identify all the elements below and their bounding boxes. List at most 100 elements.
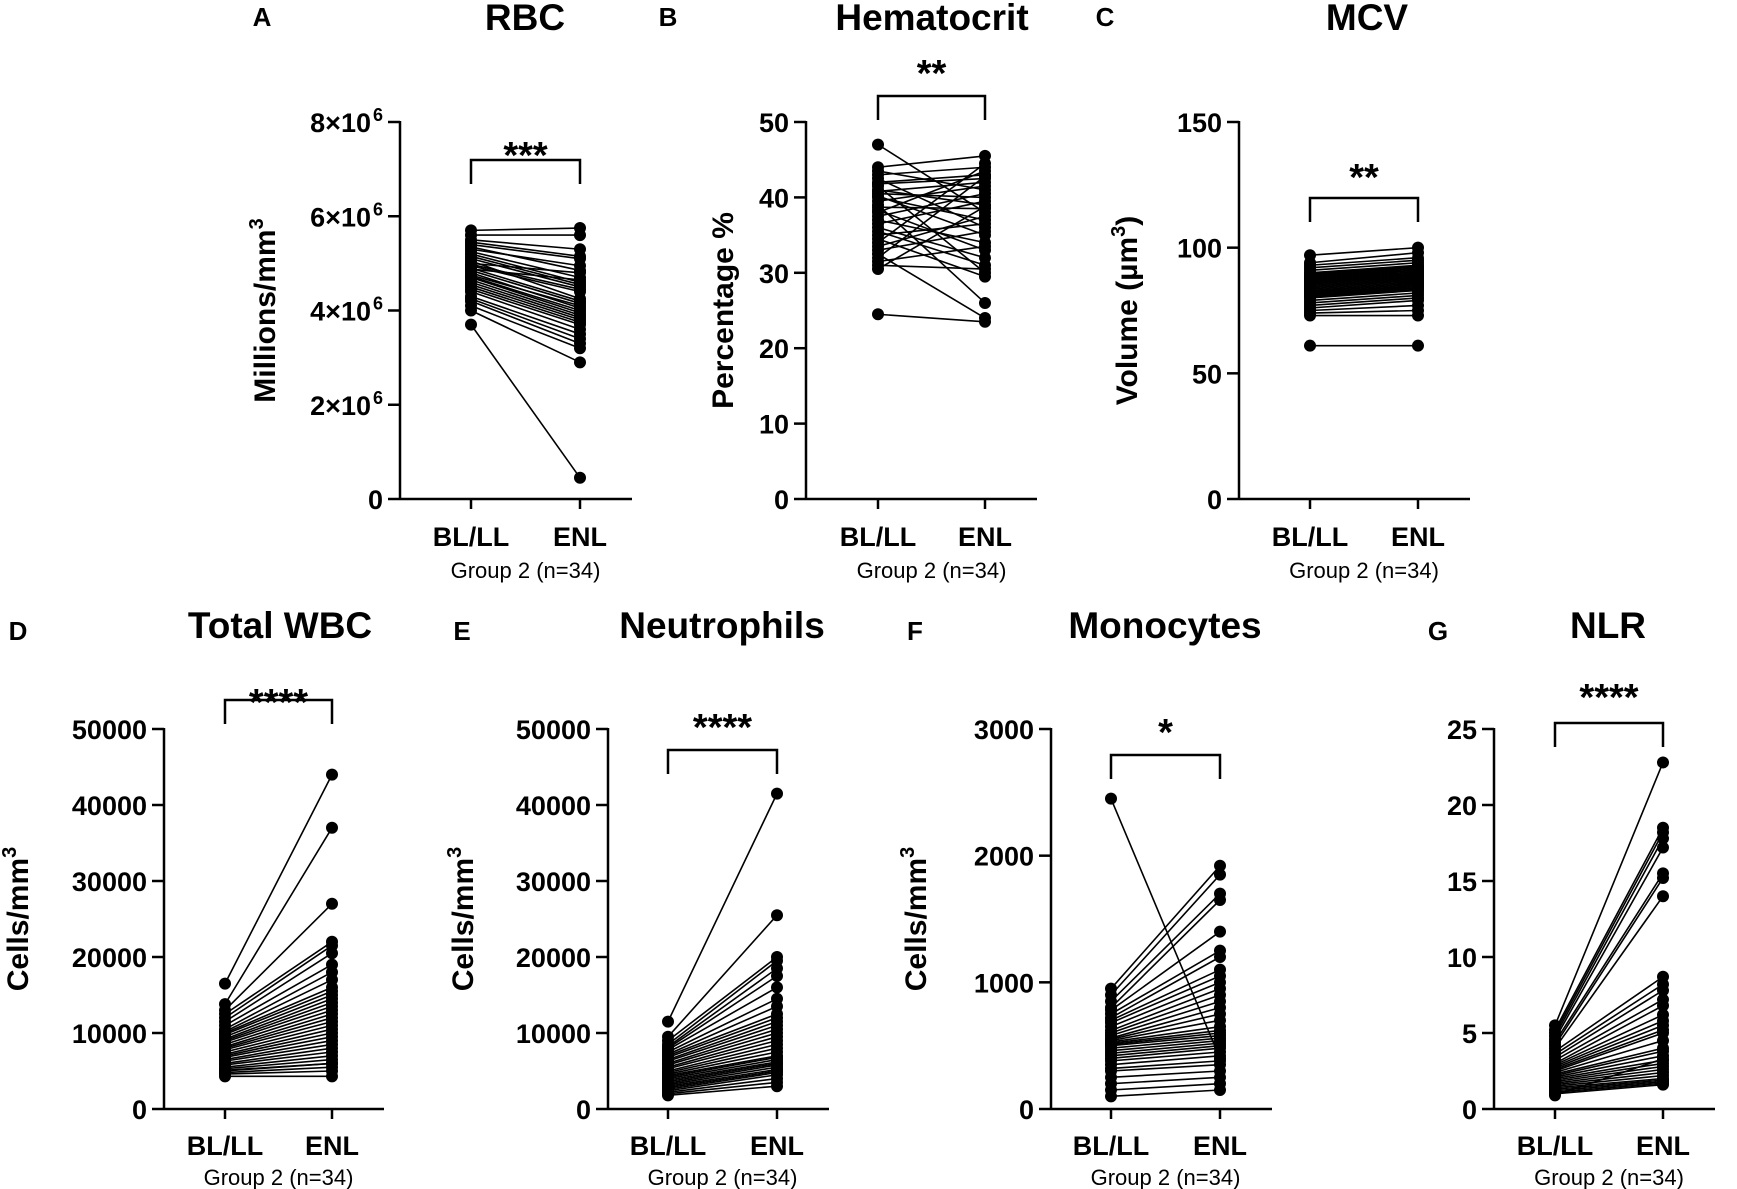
y-tick-base: 10000	[516, 1019, 591, 1049]
y-tick-base: 50000	[72, 715, 147, 745]
paired-line	[667, 975, 778, 1049]
y-tick-base: 40000	[516, 791, 591, 821]
paired-line	[667, 1066, 778, 1086]
paired-line	[470, 241, 581, 258]
y-tick-base: 0	[1019, 1095, 1034, 1125]
significance-bracket	[666, 748, 779, 774]
paired-line	[877, 230, 986, 251]
paired-line	[1110, 1032, 1221, 1046]
paired-line	[224, 1058, 333, 1070]
y-tick-base: 2×10	[310, 391, 371, 421]
paired-line	[667, 1071, 778, 1091]
paired-line	[877, 185, 986, 202]
paired-line	[877, 177, 986, 185]
paired-line	[667, 1056, 778, 1078]
paired-line	[1110, 1047, 1221, 1060]
paired-line	[224, 1062, 333, 1072]
data-point-enl	[1214, 925, 1226, 938]
paired-line	[667, 960, 778, 1046]
data-point-bl-ll	[1304, 339, 1316, 352]
paired-line	[667, 1028, 778, 1065]
paired-line	[1554, 1082, 1664, 1094]
paired-line	[1554, 1062, 1664, 1081]
panel-letter: B	[659, 2, 678, 32]
paired-line	[470, 243, 581, 260]
paired-line	[1110, 949, 1221, 1015]
paired-line	[1309, 269, 1419, 279]
significance-bracket	[1109, 753, 1222, 779]
paired-line	[667, 1061, 778, 1081]
paired-line	[877, 206, 986, 210]
data-point-enl	[1214, 951, 1226, 963]
y-tick-base: 100	[1177, 234, 1222, 264]
paired-line	[470, 267, 581, 302]
significance-stars: ****	[249, 682, 308, 724]
paired-line	[1110, 893, 1221, 1002]
paired-line	[1309, 284, 1419, 294]
paired-line	[877, 189, 986, 206]
category-label: ENL	[1391, 522, 1445, 552]
y-tick-label: 40000	[516, 791, 591, 821]
paired-line	[470, 275, 581, 312]
y-tick-label: 20	[1447, 791, 1477, 821]
paired-line	[1309, 283, 1419, 293]
panel-g: G NLR 0 5 10 15 20 25 BL/LL ENL Group 2 (n=34) ****	[1428, 605, 1715, 1189]
data-point-bl-ll	[465, 318, 477, 331]
paired-line	[1309, 273, 1419, 283]
paired-line	[667, 1043, 778, 1072]
data-point-bl-ll	[662, 1089, 674, 1102]
paired-line	[667, 1024, 778, 1062]
panel-b: B Hematocrit 0 10 20 30 40 50 Percentage % BL/LL E…	[659, 0, 1037, 583]
data-point-enl	[979, 315, 991, 328]
y-axis-label-superscript: 3	[1108, 226, 1130, 237]
paired-line	[224, 774, 333, 984]
y-tick-base: 0	[1207, 485, 1222, 515]
data-point-enl	[326, 947, 338, 960]
y-tick-label: 30	[759, 259, 789, 289]
paired-line	[470, 324, 581, 479]
paired-line	[470, 268, 581, 281]
y-tick-label: 0	[1207, 485, 1222, 515]
y-tick-label: 50	[759, 108, 789, 138]
paired-line	[224, 944, 333, 1019]
paired-line	[1309, 266, 1419, 277]
y-tick-label: 30000	[72, 867, 147, 897]
paired-line	[1554, 847, 1664, 1040]
paired-line	[1554, 1014, 1664, 1066]
paired-line	[470, 246, 581, 272]
paired-line	[1554, 1055, 1664, 1078]
paired-line	[1110, 1034, 1221, 1047]
paired-line	[667, 1039, 778, 1070]
y-tick-exponent: 6	[373, 199, 383, 219]
data-point-enl	[1657, 841, 1669, 854]
paired-line	[1554, 1024, 1664, 1069]
paired-line	[1309, 285, 1419, 295]
significance-bracket	[876, 94, 987, 120]
paired-line	[877, 166, 986, 176]
paired-line	[224, 1013, 333, 1048]
paired-line	[1110, 975, 1221, 1024]
y-axis-label-superscript: 3	[444, 847, 466, 858]
data-points	[465, 222, 586, 484]
paired-line	[877, 222, 986, 236]
y-tick-label: 10000	[72, 1019, 147, 1049]
paired-line	[224, 986, 333, 1034]
paired-line	[667, 1032, 778, 1066]
chart-title: Monocytes	[1068, 605, 1261, 646]
paired-line	[1309, 288, 1419, 298]
paired-line	[1309, 278, 1419, 288]
y-tick-label: 50000	[516, 715, 591, 745]
paired-line	[470, 255, 581, 286]
y-tick-label: 2×10 6	[310, 388, 383, 421]
y-tick-label: 8×10 6	[310, 105, 383, 138]
data-point-enl	[574, 229, 586, 242]
y-tick-label: 100	[1177, 234, 1222, 264]
paired-line	[1110, 1000, 1221, 1037]
y-tick-base: 20	[759, 334, 789, 364]
paired-line	[224, 1001, 333, 1042]
paired-line	[1110, 1082, 1221, 1091]
paired-line	[224, 1055, 333, 1068]
paired-line	[1110, 1025, 1221, 1043]
paired-lines	[877, 143, 986, 323]
